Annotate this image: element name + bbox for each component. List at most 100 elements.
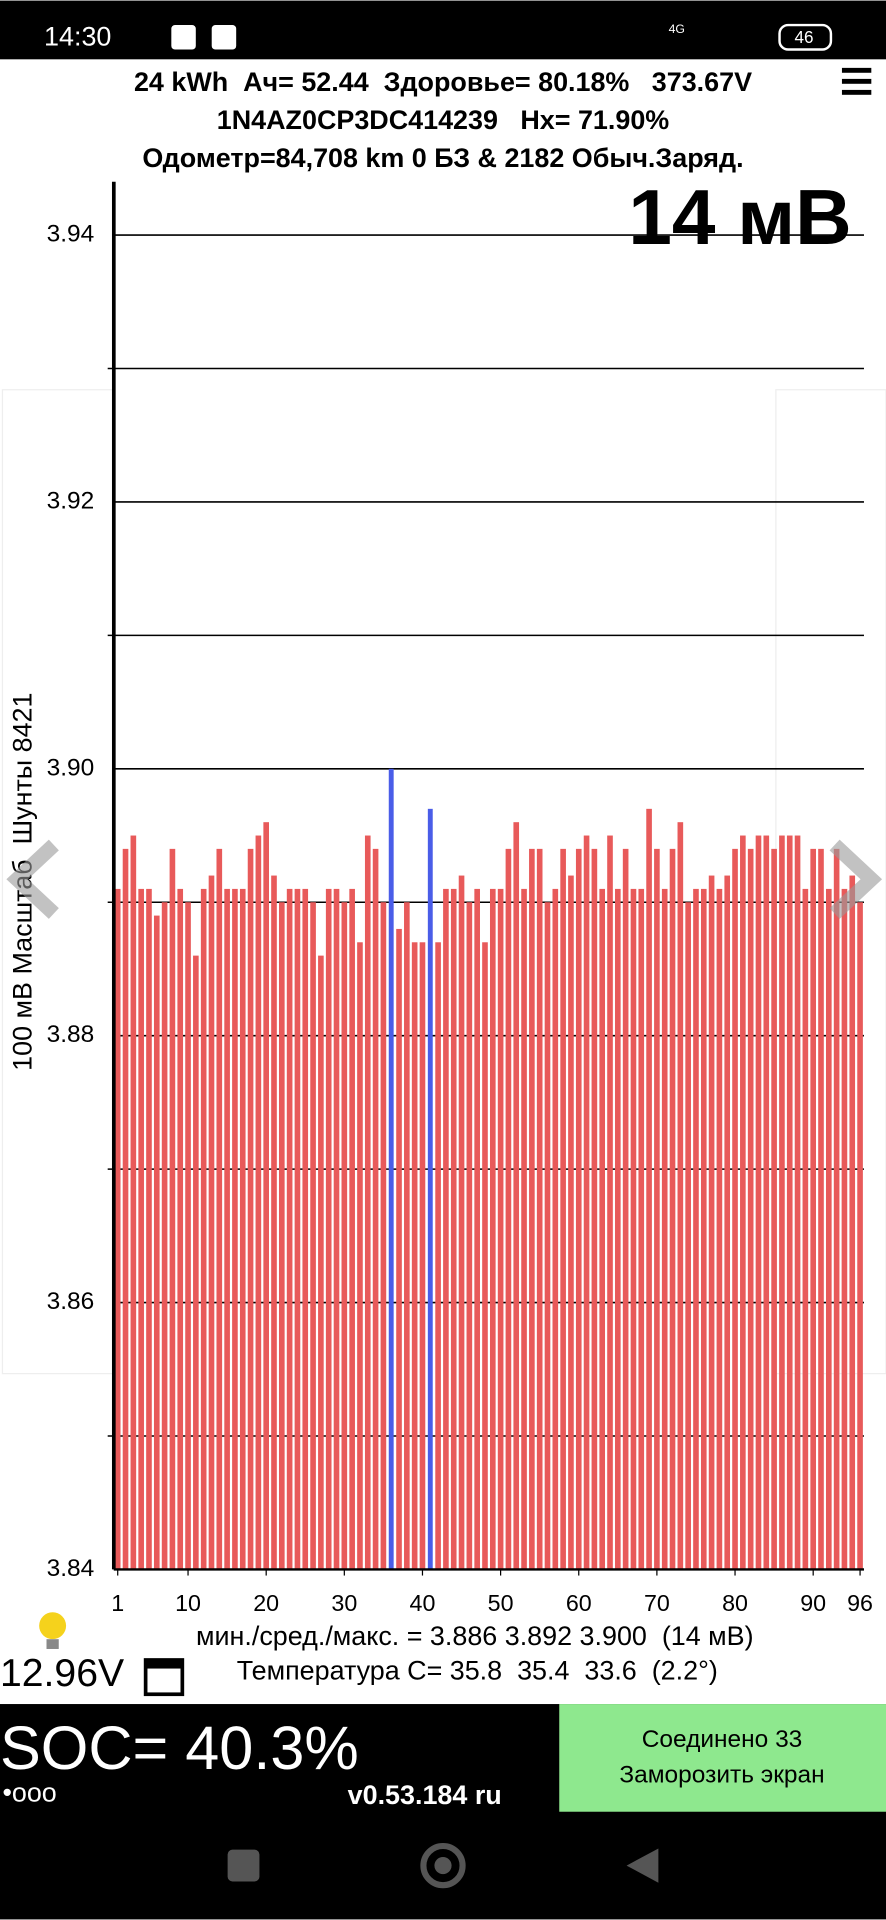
bar [404, 902, 410, 1570]
bar [857, 902, 863, 1570]
bar [732, 848, 738, 1570]
bar [763, 835, 770, 1570]
bar [482, 942, 488, 1570]
nav-home-dot [434, 1857, 452, 1875]
bar [794, 835, 801, 1570]
temperature: Температура C= 35.8 35.4 33.6 (2.2°) [237, 1655, 718, 1685]
bar [599, 888, 606, 1570]
button-text: Соединено 33 [642, 1726, 803, 1753]
x-tick-label: 96 [847, 1590, 873, 1616]
bar [700, 888, 707, 1570]
bar [802, 888, 809, 1570]
bar [169, 848, 176, 1570]
status-bar [0, 0, 886, 60]
menu-icon[interactable] [841, 67, 872, 95]
bar [505, 848, 512, 1570]
nav-home[interactable] [420, 1842, 466, 1889]
bar [177, 888, 184, 1570]
bar [341, 902, 348, 1570]
connect-button[interactable]: Соединено 33 Заморозить экран [559, 1704, 886, 1812]
bar [310, 902, 316, 1570]
bar [740, 835, 746, 1570]
x-tick-label: 80 [722, 1590, 748, 1616]
x-tick-label: 30 [331, 1590, 357, 1616]
bulb-icon[interactable] [39, 1612, 67, 1649]
bar [216, 848, 223, 1570]
bar [810, 848, 816, 1570]
bar [380, 902, 387, 1570]
bar [364, 835, 371, 1570]
bar [607, 835, 613, 1570]
y-tick-label: 3.94 [47, 221, 95, 248]
x-tick-label: 50 [488, 1590, 514, 1616]
bar [661, 888, 668, 1570]
x-tick-label: 60 [566, 1590, 592, 1616]
bar [513, 822, 520, 1570]
prev-arrow[interactable] [6, 839, 59, 919]
bar [302, 888, 309, 1570]
bar [693, 888, 699, 1570]
calendar-icon[interactable] [143, 1658, 185, 1697]
x-tick-label: 70 [644, 1590, 670, 1616]
bar [458, 875, 465, 1570]
bar [388, 768, 394, 1570]
bar [841, 888, 848, 1570]
header-line: 1N4AZ0CP3DC414239 Hx= 71.90% [217, 105, 670, 135]
bar [677, 822, 684, 1570]
button-bg [559, 1704, 886, 1812]
y-tick-label: 3.84 [47, 1555, 95, 1582]
stats: мин./сред./макс. = 3.886 3.892 3.900 (14… [196, 1621, 754, 1651]
bar [435, 942, 441, 1570]
bar [489, 888, 496, 1570]
bar [716, 888, 723, 1570]
bar [474, 888, 480, 1570]
bar [771, 848, 777, 1570]
bar [638, 888, 645, 1570]
bar [185, 902, 191, 1570]
bar [411, 942, 418, 1570]
bar [255, 835, 262, 1570]
bar [646, 808, 652, 1570]
bar [357, 942, 363, 1570]
bar [536, 848, 543, 1570]
bar [208, 875, 215, 1570]
bar [318, 955, 324, 1570]
bar [497, 888, 504, 1570]
bar [224, 888, 230, 1570]
bar [544, 902, 551, 1570]
aux-voltage: 12.96V [0, 1652, 124, 1695]
bar [521, 888, 527, 1570]
bar [755, 835, 762, 1570]
bar [615, 888, 621, 1570]
battery-level: 46 [794, 27, 813, 47]
bar [419, 942, 426, 1570]
bar [552, 888, 559, 1570]
bar [161, 902, 168, 1570]
bar [724, 875, 731, 1570]
header-line: Одометр=84,708 km 0 БЗ & 2182 Обыч.Заряд… [142, 143, 743, 173]
dots: •ooo [2, 1778, 56, 1808]
bar [122, 848, 129, 1570]
bar [443, 888, 449, 1570]
bar [575, 848, 582, 1570]
bar [279, 902, 285, 1570]
next-arrow[interactable] [829, 839, 883, 919]
bar [849, 875, 856, 1570]
bar [591, 848, 598, 1570]
nav-back[interactable] [626, 1848, 659, 1883]
x-tick-label: 1 [111, 1590, 124, 1616]
y-tick-label: 3.86 [47, 1288, 95, 1315]
network-type: 4G [669, 22, 685, 36]
bar [825, 888, 832, 1570]
bar [622, 848, 629, 1570]
x-tick-label: 20 [253, 1590, 279, 1616]
nav-recent[interactable] [227, 1849, 260, 1882]
y-tick-label: 3.90 [47, 754, 95, 781]
bar [333, 888, 340, 1570]
bar [349, 888, 355, 1570]
y-tick-label: 3.88 [47, 1021, 95, 1048]
bar [818, 848, 824, 1570]
bar [396, 928, 402, 1570]
bar [114, 888, 121, 1570]
